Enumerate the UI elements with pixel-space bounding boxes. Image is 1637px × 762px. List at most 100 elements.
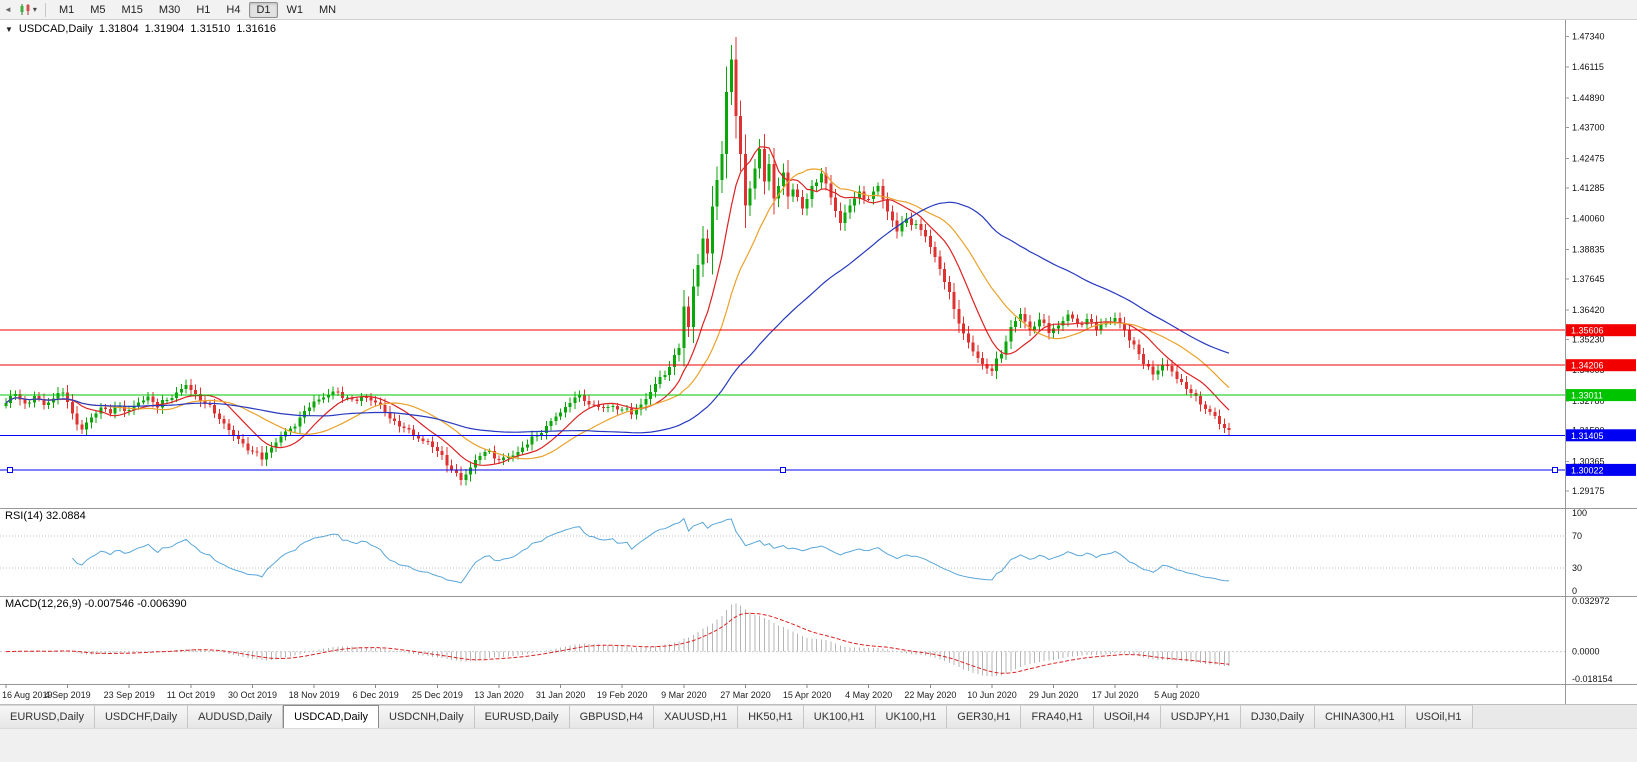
chart-tab-usoil-h4[interactable]: USOil,H4	[1093, 705, 1161, 728]
rsi-tick-label: 100	[1572, 508, 1587, 518]
price-tick-label: 1.35230	[1572, 335, 1605, 345]
date-label: 17 Jul 2020	[1092, 690, 1139, 700]
chart-tab-usdcad-daily[interactable]: USDCAD,Daily	[283, 705, 380, 728]
rsi-line	[72, 517, 1230, 584]
chart-tab-usdcnh-daily[interactable]: USDCNH,Daily	[379, 705, 475, 728]
date-label: 6 Dec 2019	[353, 690, 399, 700]
rsi-pane: 100 70 30 0 RSI(14) 32.0884	[0, 508, 1637, 596]
macd-signal-line	[5, 612, 1230, 674]
hline-price-box-label: 1.34206	[1571, 361, 1604, 371]
price-tick-label: 1.30365	[1572, 456, 1605, 466]
date-label: 4 Sep 2019	[45, 690, 91, 700]
date-label: 10 Jun 2020	[967, 690, 1017, 700]
chevron-down-icon: ▾	[32, 5, 37, 14]
price-tick-label: 1.37645	[1572, 274, 1605, 284]
date-label: 19 Feb 2020	[597, 690, 648, 700]
price-pane: 1.47340 1.46115 1.44890 1.43700 1.42475 1.412…	[0, 20, 1637, 508]
hline-price-box	[1566, 389, 1636, 402]
hline-handle[interactable]	[7, 466, 13, 473]
status-bar	[0, 728, 1637, 762]
date-label: 25 Dec 2019	[412, 690, 463, 700]
chart-type-button[interactable]: ▾	[15, 3, 40, 16]
symbol-dropdown-icon[interactable]: ▼	[5, 24, 13, 34]
chart-tab-xauusd-h1[interactable]: XAUUSD,H1	[654, 705, 739, 728]
ma-line-sma-10	[5, 146, 1230, 466]
price-tick-label: 1.41285	[1572, 183, 1605, 193]
chart-tab-gbpusd-h4[interactable]: GBPUSD,H4	[569, 705, 655, 728]
chart-tab-uk100-h1[interactable]: UK100,H1	[803, 705, 876, 728]
price-tick-label: 1.46115	[1572, 62, 1604, 72]
toolbar-separator	[44, 2, 46, 17]
price-tick-label: 1.43700	[1572, 123, 1605, 133]
horizontal-lines-layer	[0, 329, 1565, 473]
date-label: 29 Jun 2020	[1029, 690, 1079, 700]
toolbar-collapse-icon[interactable]: ◄	[4, 5, 12, 14]
timeframe-button-h4[interactable]: H4	[226, 3, 241, 16]
timeframe-button-m30[interactable]: M30	[158, 3, 181, 16]
date-label: 11 Oct 2019	[167, 690, 215, 700]
ma-line-sma-21	[5, 168, 1230, 460]
hline-handle[interactable]	[780, 466, 786, 473]
hline-price-box	[1566, 324, 1636, 337]
date-label: 30 Oct 2019	[228, 690, 277, 700]
chart-tab-eurusd-daily[interactable]: EURUSD,Daily	[0, 705, 95, 728]
date-label: 13 Jan 2020	[474, 690, 524, 700]
chart-tab-china300-h1[interactable]: CHINA300,H1	[1314, 705, 1406, 728]
macd-tick-label: 0.0000	[1572, 647, 1600, 657]
price-tick-label: 1.47340	[1572, 32, 1605, 42]
timeframe-button-w1[interactable]: W1	[286, 3, 304, 16]
chart-tab-usdjpy-h1[interactable]: USDJPY,H1	[1160, 705, 1241, 728]
price-tick-label: 1.44890	[1572, 93, 1605, 103]
date-label: 15 Apr 2020	[783, 690, 832, 700]
timeframe-button-mn[interactable]: MN	[319, 3, 337, 16]
macd-tick-label: 0.032972	[1572, 596, 1610, 606]
chart-tab-ger30-h1[interactable]: GER30,H1	[947, 705, 1022, 728]
chart-tab-eurusd-daily[interactable]: EURUSD,Daily	[474, 705, 570, 728]
price-tick-label: 1.42475	[1572, 153, 1605, 163]
rsi-chart-canvas[interactable]: 100 70 30 0	[0, 508, 1637, 596]
candlestick-chart-icon	[20, 4, 30, 15]
timeframe-button-m5[interactable]: M5	[90, 3, 106, 16]
candles-layer	[4, 36, 1231, 486]
hline-price-box	[1566, 429, 1636, 442]
date-label: 22 May 2020	[904, 690, 956, 700]
date-label: 31 Jan 2020	[536, 690, 586, 700]
date-label: 4 May 2020	[845, 690, 892, 700]
date-label: 5 Aug 2020	[1154, 690, 1200, 700]
hline-handle[interactable]	[1552, 466, 1558, 473]
macd-tick-label: -0.018154	[1572, 674, 1613, 684]
chart-tab-fra40-h1[interactable]: FRA40,H1	[1021, 705, 1094, 728]
hline-price-box-label: 1.35606	[1571, 326, 1604, 336]
rsi-tick-label: 0	[1572, 586, 1577, 596]
timeframe-button-h1[interactable]: H1	[196, 3, 211, 16]
hline-price-box-label: 1.31405	[1571, 431, 1604, 441]
rsi-tick-label: 70	[1572, 531, 1582, 541]
price-chart-canvas[interactable]: 1.47340 1.46115 1.44890 1.43700 1.42475 1.412…	[0, 20, 1637, 508]
price-tick-label: 1.36420	[1572, 305, 1605, 315]
chart-tab-dj30-daily[interactable]: DJ30,Daily	[1240, 705, 1315, 728]
date-axis: 16 Aug 2019 4 Sep 2019 23 Sep 2019 11 Oct 2…	[0, 684, 1637, 704]
chart-tab-audusd-daily[interactable]: AUDUSD,Daily	[188, 705, 284, 728]
chart-tab-hk50-h1[interactable]: HK50,H1	[738, 705, 804, 728]
chart-tabs-bar: EURUSD,Daily USDCHF,Daily AUDUSD,Daily USDC…	[0, 704, 1637, 728]
macd-pane: 0.032972 0.0000 -0.018154 MACD(12,26,9) -0…	[0, 596, 1637, 684]
hline-price-box	[1566, 463, 1636, 476]
chart-tab-uk100-h1[interactable]: UK100,H1	[875, 705, 948, 728]
date-label: 18 Nov 2019	[289, 690, 340, 700]
date-label: 23 Sep 2019	[104, 690, 155, 700]
timeframe-button-d1[interactable]: D1	[249, 1, 278, 18]
timeframe-button-m1[interactable]: M1	[58, 3, 75, 16]
timeframe-button-m15[interactable]: M15	[121, 3, 143, 16]
macd-chart-canvas[interactable]: 0.032972 0.0000 -0.018154	[0, 596, 1637, 684]
price-tick-label: 1.38835	[1572, 244, 1605, 254]
date-label: 9 Mar 2020	[661, 690, 707, 700]
ma-line-sma-55	[5, 201, 1230, 434]
rsi-tick-label: 30	[1572, 563, 1582, 573]
chart-tab-usdchf-daily[interactable]: USDCHF,Daily	[94, 705, 189, 728]
date-label: 27 Mar 2020	[720, 690, 771, 700]
hline-price-box-label: 1.30022	[1571, 465, 1604, 475]
timeframe-buttons-group: M1 M5 M15 M30 H1 H4 D1 W1 MN	[51, 1, 344, 18]
chart-tab-usoil-h1[interactable]: USOil,H1	[1405, 705, 1473, 728]
